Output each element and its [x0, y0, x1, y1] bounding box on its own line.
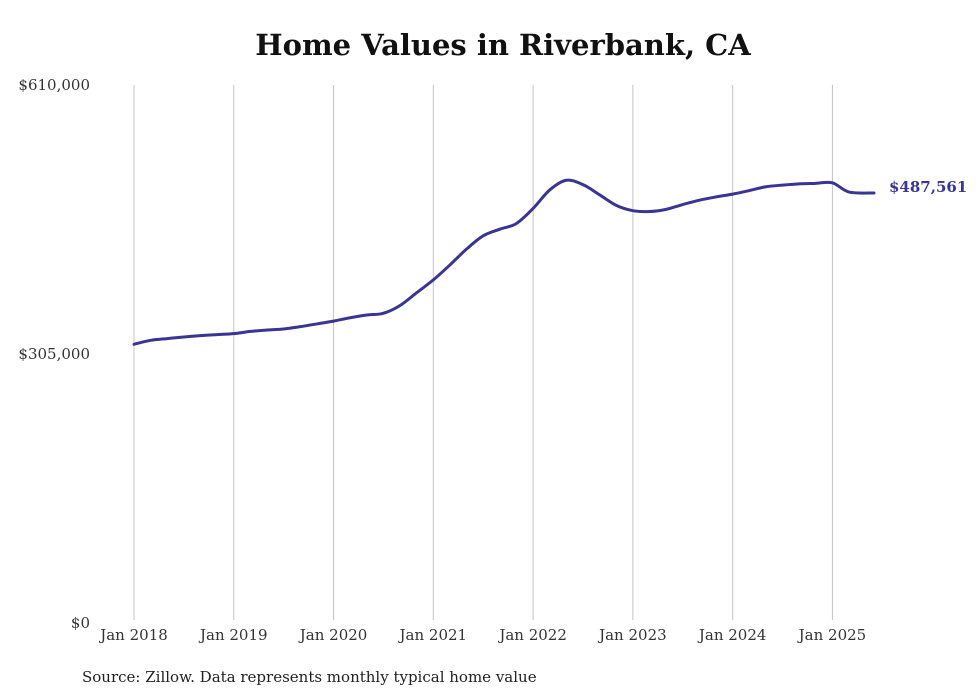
series-line-0	[132, 178, 876, 346]
y-tick-label: $305,000	[18, 345, 90, 363]
y-tick-label: $610,000	[18, 76, 90, 94]
series-layer	[132, 178, 876, 346]
x-tick-label: Jan 2023	[597, 626, 667, 644]
x-tick-label: Jan 2022	[497, 626, 567, 644]
y-axis-ticks: $0 $305,000 $610,000	[18, 76, 90, 632]
chart-title: Home Values in Riverbank, CA	[255, 28, 751, 62]
x-tick-label: Jan 2025	[797, 626, 867, 644]
gridlines	[133, 85, 833, 620]
x-tick-label: Jan 2019	[198, 626, 268, 644]
x-tick-label: Jan 2018	[98, 626, 168, 644]
x-tick-label: Jan 2020	[298, 626, 368, 644]
y-tick-label: $0	[71, 614, 90, 632]
source-note: Source: Zillow. Data represents monthly …	[82, 668, 537, 686]
end-label-layer: $487,561	[889, 178, 967, 196]
x-tick-label: Jan 2024	[697, 626, 767, 644]
x-axis-ticks: Jan 2018 Jan 2019 Jan 2020 Jan 2021 Jan 2022…	[98, 626, 866, 644]
end-value-label: $487,561	[889, 178, 967, 196]
x-tick-label: Jan 2021	[398, 626, 468, 644]
